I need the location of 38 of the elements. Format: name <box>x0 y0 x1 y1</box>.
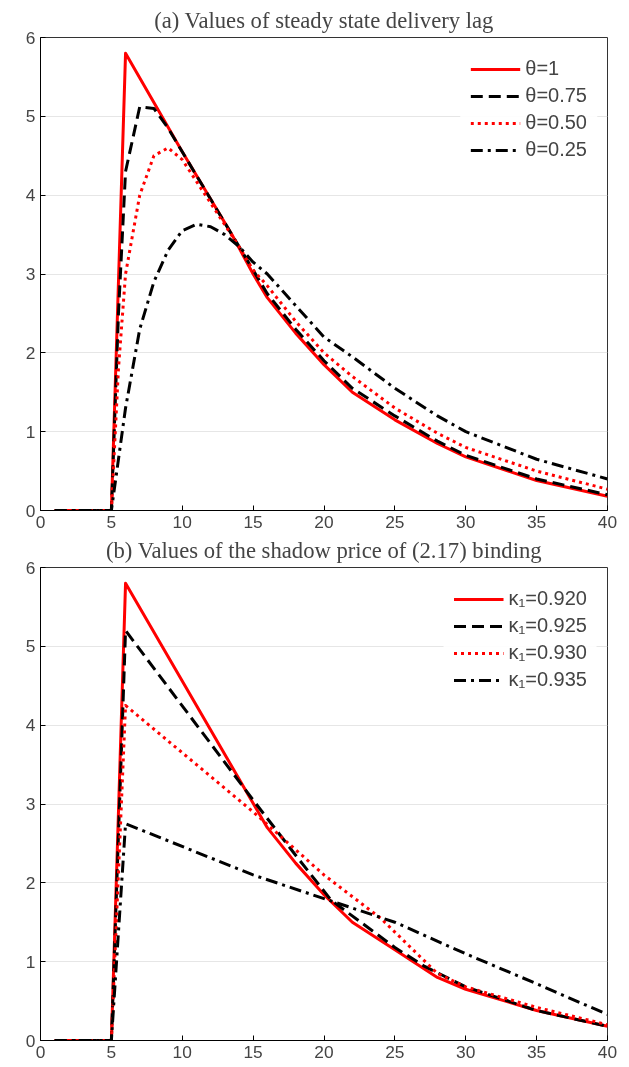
x-tick-label: 30 <box>456 511 476 532</box>
x-tick-label: 20 <box>314 511 334 532</box>
y-tick-label: 1 <box>25 951 36 972</box>
x-tick-label: 25 <box>385 1041 405 1062</box>
legend-label: θ=0.25 <box>525 138 587 161</box>
y-tick-label: 4 <box>25 715 36 736</box>
y-tick-label: 6 <box>25 27 36 48</box>
y-tick-label: 5 <box>25 636 36 657</box>
x-tick-label: 40 <box>597 511 618 532</box>
y-tick-label: 3 <box>25 264 36 284</box>
y-tick-label: 2 <box>25 872 36 893</box>
legend-label: θ=0.75 <box>525 84 587 107</box>
x-tick-label: 15 <box>243 1041 263 1062</box>
legend-label: κ₁=0.920 <box>508 587 587 610</box>
x-tick-label: 10 <box>172 511 192 532</box>
y-tick-label: 2 <box>25 342 36 363</box>
x-tick-label: 35 <box>526 511 547 532</box>
chart-title: (a) Values of steady state delivery lag <box>154 7 494 33</box>
y-tick-label: 6 <box>25 557 36 578</box>
legend-label: κ₁=0.930 <box>508 641 587 664</box>
x-tick-label: 10 <box>172 1041 192 1062</box>
chart-title: (b) Values of the shadow price of (2.17) binding <box>105 537 542 563</box>
x-tick-label: 25 <box>385 511 405 532</box>
y-tick-label: 1 <box>25 421 36 442</box>
y-tick-label: 3 <box>25 794 36 814</box>
y-tick-label: 4 <box>25 185 36 206</box>
x-tick-label: 35 <box>526 1041 547 1062</box>
x-tick-label: 40 <box>597 1041 618 1062</box>
y-tick-label: 5 <box>25 106 36 127</box>
x-tick-label: 5 <box>106 511 117 532</box>
x-tick-label: 15 <box>243 511 263 532</box>
x-tick-label: 30 <box>456 1041 476 1062</box>
x-tick-label: 5 <box>106 1041 117 1062</box>
legend-label: κ₁=0.925 <box>508 614 587 637</box>
legend-label: θ=0.50 <box>525 111 587 134</box>
legend-label: θ=1 <box>525 57 560 80</box>
legend-label: κ₁=0.935 <box>508 668 587 691</box>
x-tick-label: 20 <box>314 1041 334 1062</box>
